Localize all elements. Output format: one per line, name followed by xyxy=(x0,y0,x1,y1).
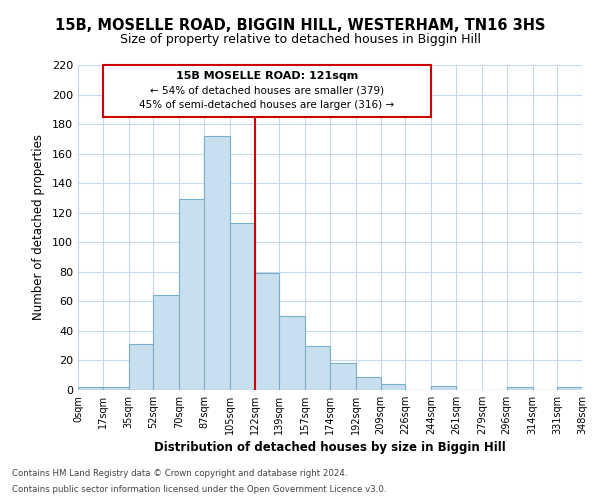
Y-axis label: Number of detached properties: Number of detached properties xyxy=(32,134,45,320)
FancyBboxPatch shape xyxy=(103,65,431,116)
Bar xyxy=(204,136,230,390)
Bar xyxy=(103,387,128,390)
Bar xyxy=(179,200,204,390)
Text: Contains HM Land Registry data © Crown copyright and database right 2024.: Contains HM Land Registry data © Crown c… xyxy=(12,468,347,477)
Bar xyxy=(356,376,380,390)
Text: 15B, MOSELLE ROAD, BIGGIN HILL, WESTERHAM, TN16 3HS: 15B, MOSELLE ROAD, BIGGIN HILL, WESTERHA… xyxy=(55,18,545,32)
Text: Size of property relative to detached houses in Biggin Hill: Size of property relative to detached ho… xyxy=(119,32,481,46)
Text: 45% of semi-detached houses are larger (316) →: 45% of semi-detached houses are larger (… xyxy=(139,100,395,110)
Text: ← 54% of detached houses are smaller (379): ← 54% of detached houses are smaller (37… xyxy=(150,86,384,96)
Text: 15B MOSELLE ROAD: 121sqm: 15B MOSELLE ROAD: 121sqm xyxy=(176,72,358,82)
Bar xyxy=(431,386,456,390)
Bar xyxy=(230,223,254,390)
X-axis label: Distribution of detached houses by size in Biggin Hill: Distribution of detached houses by size … xyxy=(154,441,506,454)
Bar xyxy=(154,296,179,390)
Bar xyxy=(557,387,582,390)
Bar xyxy=(330,364,356,390)
Bar xyxy=(380,384,406,390)
Bar xyxy=(78,387,103,390)
Bar xyxy=(280,316,305,390)
Bar xyxy=(506,387,533,390)
Bar xyxy=(128,344,154,390)
Bar xyxy=(254,274,280,390)
Text: Contains public sector information licensed under the Open Government Licence v3: Contains public sector information licen… xyxy=(12,485,386,494)
Bar xyxy=(305,346,330,390)
